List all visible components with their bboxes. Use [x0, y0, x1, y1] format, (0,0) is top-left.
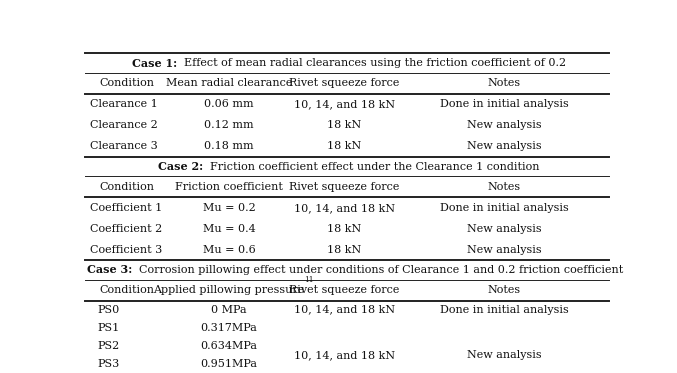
Text: Clearance 3: Clearance 3 — [90, 141, 158, 151]
Text: New analysis: New analysis — [467, 350, 542, 360]
Text: Coefficient 2: Coefficient 2 — [90, 224, 162, 234]
Text: 18 kN: 18 kN — [327, 245, 362, 255]
Text: Condition: Condition — [99, 285, 154, 295]
Text: PS3: PS3 — [97, 359, 120, 369]
Text: Rivet squeeze force: Rivet squeeze force — [289, 285, 399, 295]
Text: 11: 11 — [305, 276, 314, 284]
Text: 18 kN: 18 kN — [327, 141, 362, 151]
Text: Done in initial analysis: Done in initial analysis — [440, 99, 569, 109]
Text: Mu = 0.6: Mu = 0.6 — [202, 245, 255, 255]
Text: Coefficient 3: Coefficient 3 — [90, 245, 162, 255]
Text: 0.12 mm: 0.12 mm — [204, 120, 254, 130]
Text: Rivet squeeze force: Rivet squeeze force — [289, 78, 399, 88]
Text: Case 1:: Case 1: — [131, 58, 177, 69]
Text: Case 2:: Case 2: — [158, 161, 203, 172]
Text: 0.951MPa: 0.951MPa — [200, 359, 257, 369]
Text: Friction coefficient: Friction coefficient — [175, 182, 283, 192]
Text: 0 MPa: 0 MPa — [211, 305, 246, 315]
Text: New analysis: New analysis — [467, 224, 542, 234]
Text: PS2: PS2 — [97, 341, 120, 351]
Text: Done in initial analysis: Done in initial analysis — [440, 203, 569, 213]
Text: Mu = 0.4: Mu = 0.4 — [202, 224, 255, 234]
Text: Effect of mean radial clearances using the friction coefficient of 0.2: Effect of mean radial clearances using t… — [177, 58, 566, 68]
Text: Notes: Notes — [488, 285, 521, 295]
Text: Coefficient 1: Coefficient 1 — [90, 203, 162, 213]
Text: 0.06 mm: 0.06 mm — [204, 99, 254, 109]
Text: 0.18 mm: 0.18 mm — [204, 141, 254, 151]
Text: New analysis: New analysis — [467, 245, 542, 255]
Text: Notes: Notes — [488, 78, 521, 88]
Text: 10, 14, and 18 kN: 10, 14, and 18 kN — [294, 99, 395, 109]
Text: Applied pillowing pressure: Applied pillowing pressure — [153, 285, 305, 295]
Text: 18 kN: 18 kN — [327, 224, 362, 234]
Text: Friction coefficient effect under the Clearance 1 condition: Friction coefficient effect under the Cl… — [203, 162, 540, 172]
Text: Condition: Condition — [99, 182, 154, 192]
Text: New analysis: New analysis — [467, 141, 542, 151]
Text: New analysis: New analysis — [467, 120, 542, 130]
Text: 10, 14, and 18 kN: 10, 14, and 18 kN — [294, 350, 395, 360]
Text: 0.317MPa: 0.317MPa — [200, 323, 257, 333]
Text: Notes: Notes — [488, 182, 521, 192]
Text: Mu = 0.2: Mu = 0.2 — [202, 203, 255, 213]
Text: Clearance 2: Clearance 2 — [90, 120, 158, 130]
Text: Mean radial clearance: Mean radial clearance — [166, 78, 292, 88]
Text: PS1: PS1 — [97, 323, 120, 333]
Text: 18 kN: 18 kN — [327, 120, 362, 130]
Text: Case 3:: Case 3: — [87, 264, 133, 275]
Text: 10, 14, and 18 kN: 10, 14, and 18 kN — [294, 305, 395, 315]
Text: 10, 14, and 18 kN: 10, 14, and 18 kN — [294, 203, 395, 213]
Text: Done in initial analysis: Done in initial analysis — [440, 305, 569, 315]
Text: PS0: PS0 — [97, 305, 120, 315]
Text: Rivet squeeze force: Rivet squeeze force — [289, 182, 399, 192]
Text: Corrosion pillowing effect under conditions of Clearance 1 and 0.2 friction coef: Corrosion pillowing effect under conditi… — [133, 265, 624, 275]
Text: Condition: Condition — [99, 78, 154, 88]
Text: Clearance 1: Clearance 1 — [90, 99, 158, 109]
Text: 0.634MPa: 0.634MPa — [200, 341, 257, 351]
